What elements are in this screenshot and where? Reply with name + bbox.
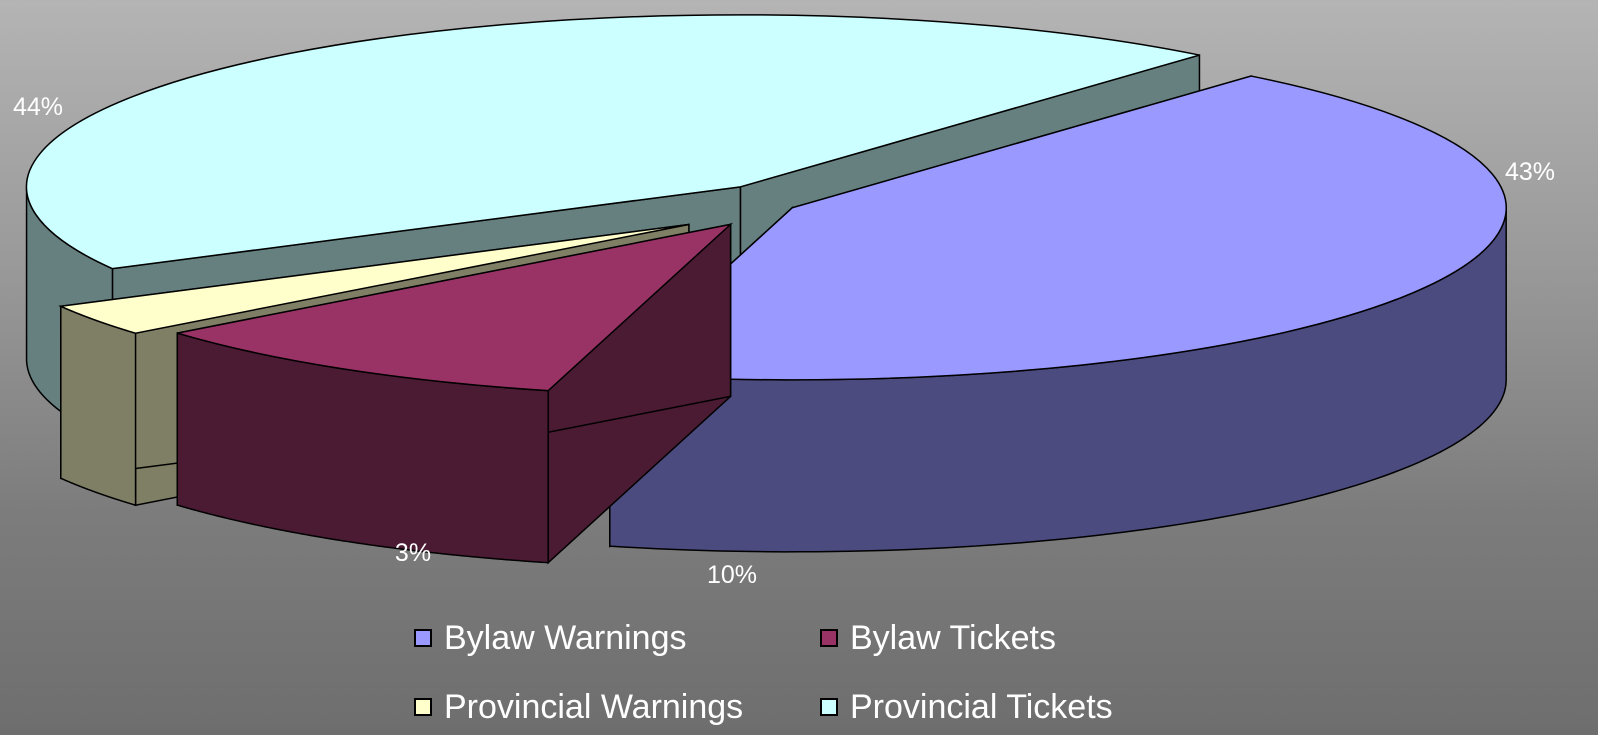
legend-label-bylaw-tickets: Bylaw Tickets: [850, 618, 1056, 657]
chart-legend: Bylaw Warnings Bylaw Tickets Provincial …: [414, 618, 1174, 735]
legend-swatch-bylaw-warnings: [414, 629, 432, 647]
data-label-provincial-warnings: 3%: [395, 539, 431, 567]
legend-label-provincial-tickets: Provincial Tickets: [850, 687, 1113, 726]
legend-label-bylaw-warnings: Bylaw Warnings: [444, 618, 687, 657]
pie-slice-provincial-tickets-top: [25, 14, 1200, 270]
legend-swatch-provincial-tickets: [820, 698, 838, 716]
data-label-bylaw-tickets: 10%: [707, 561, 757, 589]
legend-item-provincial-warnings: Provincial Warnings: [414, 687, 743, 727]
legend-label-provincial-warnings: Provincial Warnings: [444, 687, 744, 726]
pie-slice-bylaw-tickets: [176, 222, 734, 565]
data-label-provincial-tickets: 44%: [13, 93, 63, 121]
data-label-bylaw-warnings: 43%: [1505, 158, 1555, 186]
legend-item-bylaw-warnings: Bylaw Warnings: [414, 618, 686, 658]
pie-slice-bylaw-warnings-top: [607, 75, 1507, 381]
pie-slice-provincial-warnings-rim-0: [60, 305, 137, 507]
pie-slice-provincial-warnings-top: [58, 223, 690, 334]
pie-slice-bylaw-tickets-top: [177, 223, 734, 392]
legend-swatch-bylaw-tickets: [820, 629, 838, 647]
legend-swatch-provincial-warnings: [414, 698, 432, 716]
legend-item-provincial-tickets: Provincial Tickets: [820, 687, 1113, 727]
legend-item-bylaw-tickets: Bylaw Tickets: [820, 618, 1056, 658]
